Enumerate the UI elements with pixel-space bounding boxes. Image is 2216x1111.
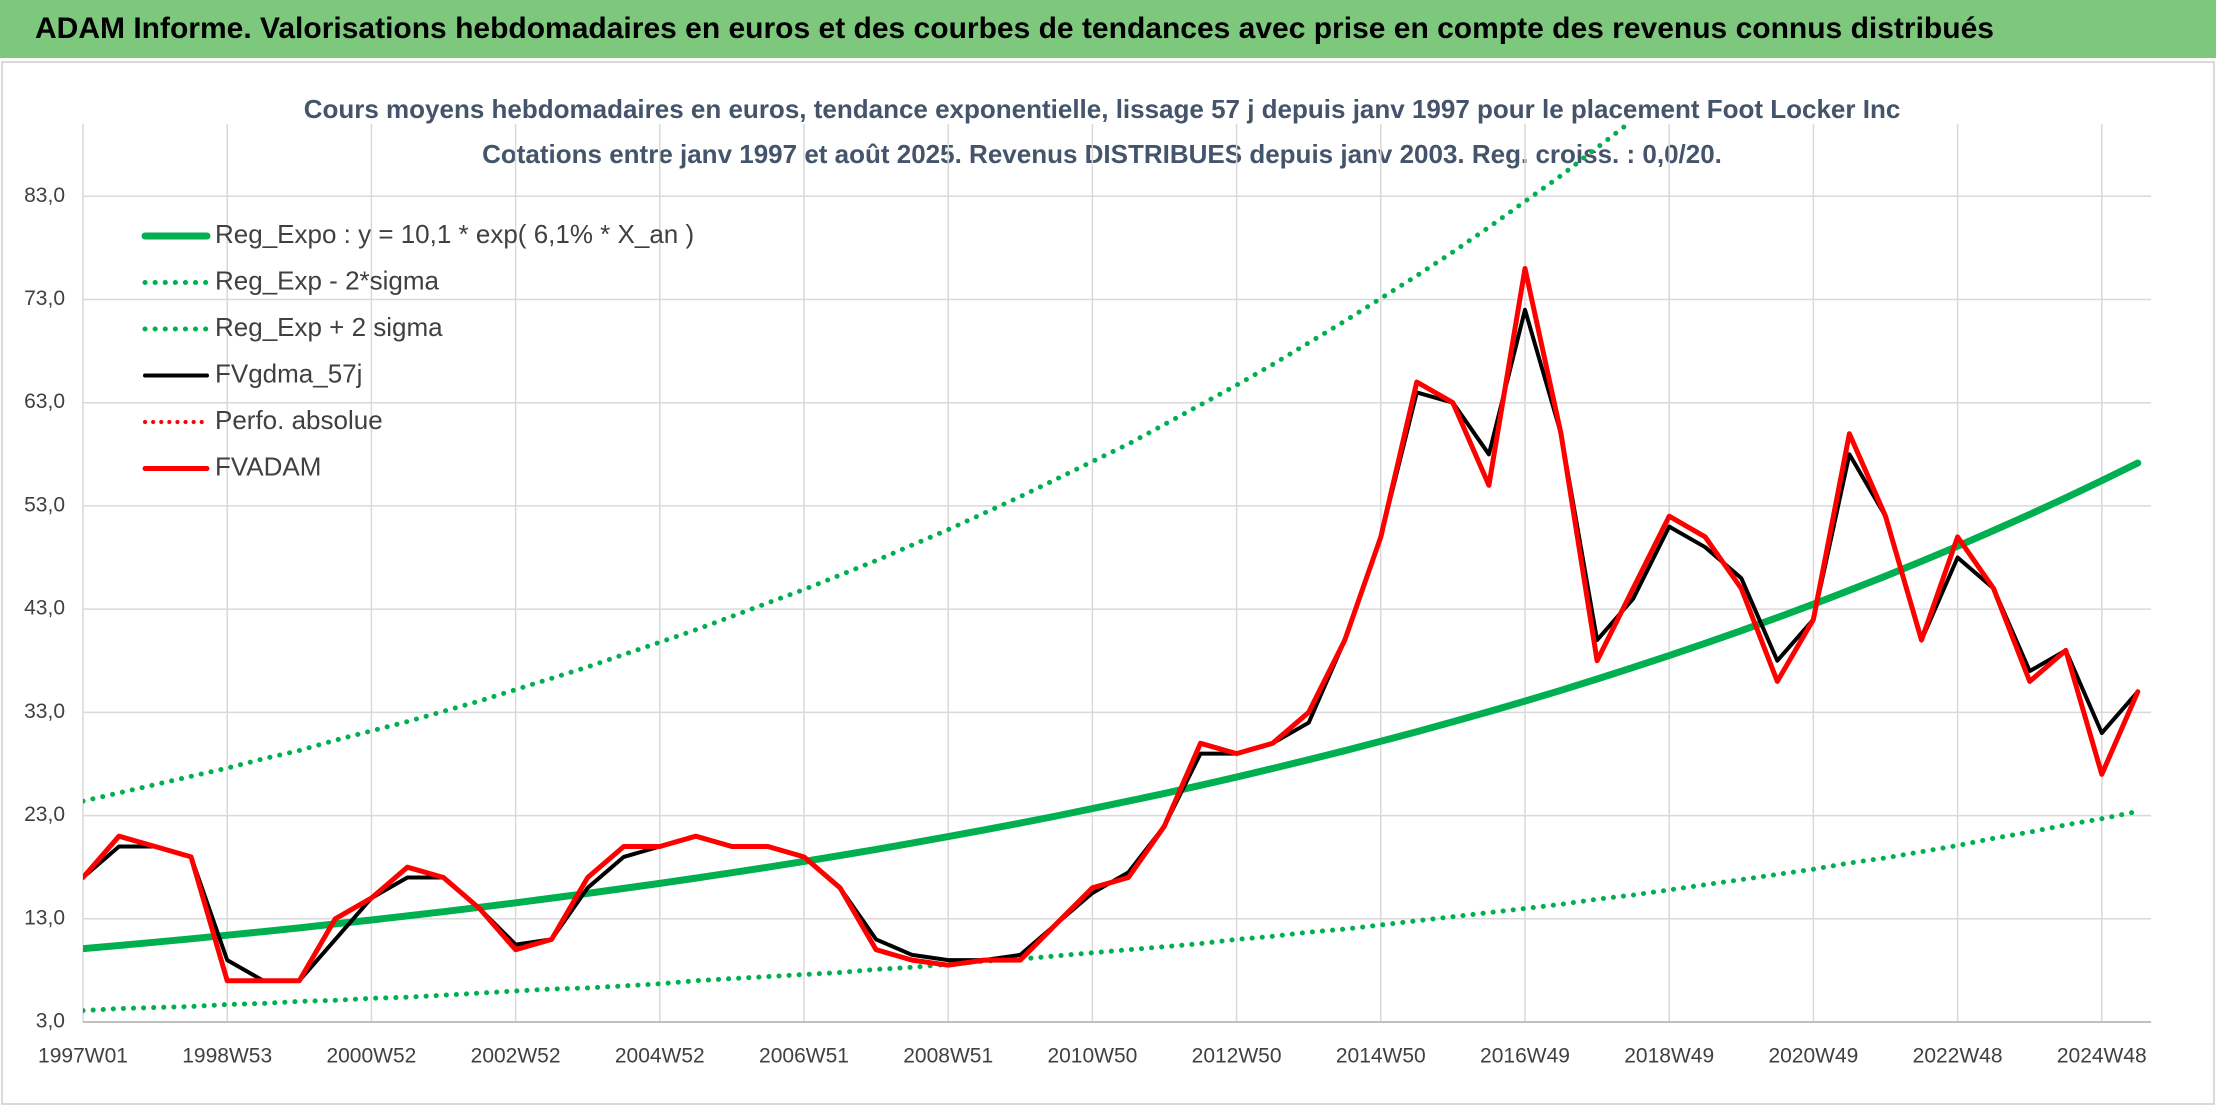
x-tick-label: 2024W48 xyxy=(2057,1045,2147,1068)
x-tick-label: 2002W52 xyxy=(471,1045,561,1068)
legend-label: FVADAM xyxy=(215,451,321,481)
legend-label: Reg_Exp + 2 sigma xyxy=(215,312,443,342)
x-tick-label: 2004W52 xyxy=(615,1045,705,1068)
y-tick-label: 73,0 xyxy=(24,287,65,310)
y-tick-label: 43,0 xyxy=(24,597,65,620)
x-tick-label: 2016W49 xyxy=(1480,1045,1570,1068)
plot-area xyxy=(83,124,2142,1014)
legend-label: FVgdma_57j xyxy=(215,358,362,388)
y-tick-label: 63,0 xyxy=(24,390,65,413)
x-tick-label: 2006W51 xyxy=(759,1045,849,1068)
x-tick-label: 2014W50 xyxy=(1336,1045,1426,1068)
chart-subtitle: Cotations entre janv 1997 et août 2025. … xyxy=(482,139,1722,169)
x-tick-label: 2018W49 xyxy=(1624,1045,1714,1068)
legend-label: Reg_Expo : y = 10,1 * exp( 6,1% * X_an ) xyxy=(215,219,694,249)
series-line xyxy=(83,266,2141,984)
legend-label: Perfo. absolue xyxy=(215,405,383,435)
series-line xyxy=(83,124,1632,804)
y-tick-label: 3,0 xyxy=(36,1010,65,1033)
x-tick-label: 2000W52 xyxy=(326,1045,416,1068)
header-bar xyxy=(0,0,2216,58)
frame xyxy=(1,61,2215,1105)
x-tick-label: 2022W48 xyxy=(1913,1045,2003,1068)
series-line xyxy=(83,459,2142,953)
x-tick-label: 1998W53 xyxy=(182,1045,272,1068)
y-tick-label: 53,0 xyxy=(24,493,65,516)
y-tick-label: 33,0 xyxy=(24,700,65,723)
y-tick-label: 13,0 xyxy=(24,906,65,929)
legend-label: Reg_Exp - 2*sigma xyxy=(215,265,440,295)
x-tick-label: 2020W49 xyxy=(1768,1045,1858,1068)
y-tick-label: 23,0 xyxy=(24,803,65,826)
y-tick-label: 83,0 xyxy=(24,184,65,207)
series-line xyxy=(83,808,2141,1014)
x-tick-label: 2010W50 xyxy=(1047,1045,1137,1068)
chart-title: ADAM Informe. Valorisations hebdomadaire… xyxy=(35,12,1994,45)
x-tick-label: 1997W01 xyxy=(38,1045,128,1068)
chart-subtitle: Cours moyens hebdomadaires en euros, ten… xyxy=(304,94,1901,124)
x-tick-label: 2012W50 xyxy=(1192,1045,1282,1068)
x-tick-label: 2008W51 xyxy=(903,1045,993,1068)
